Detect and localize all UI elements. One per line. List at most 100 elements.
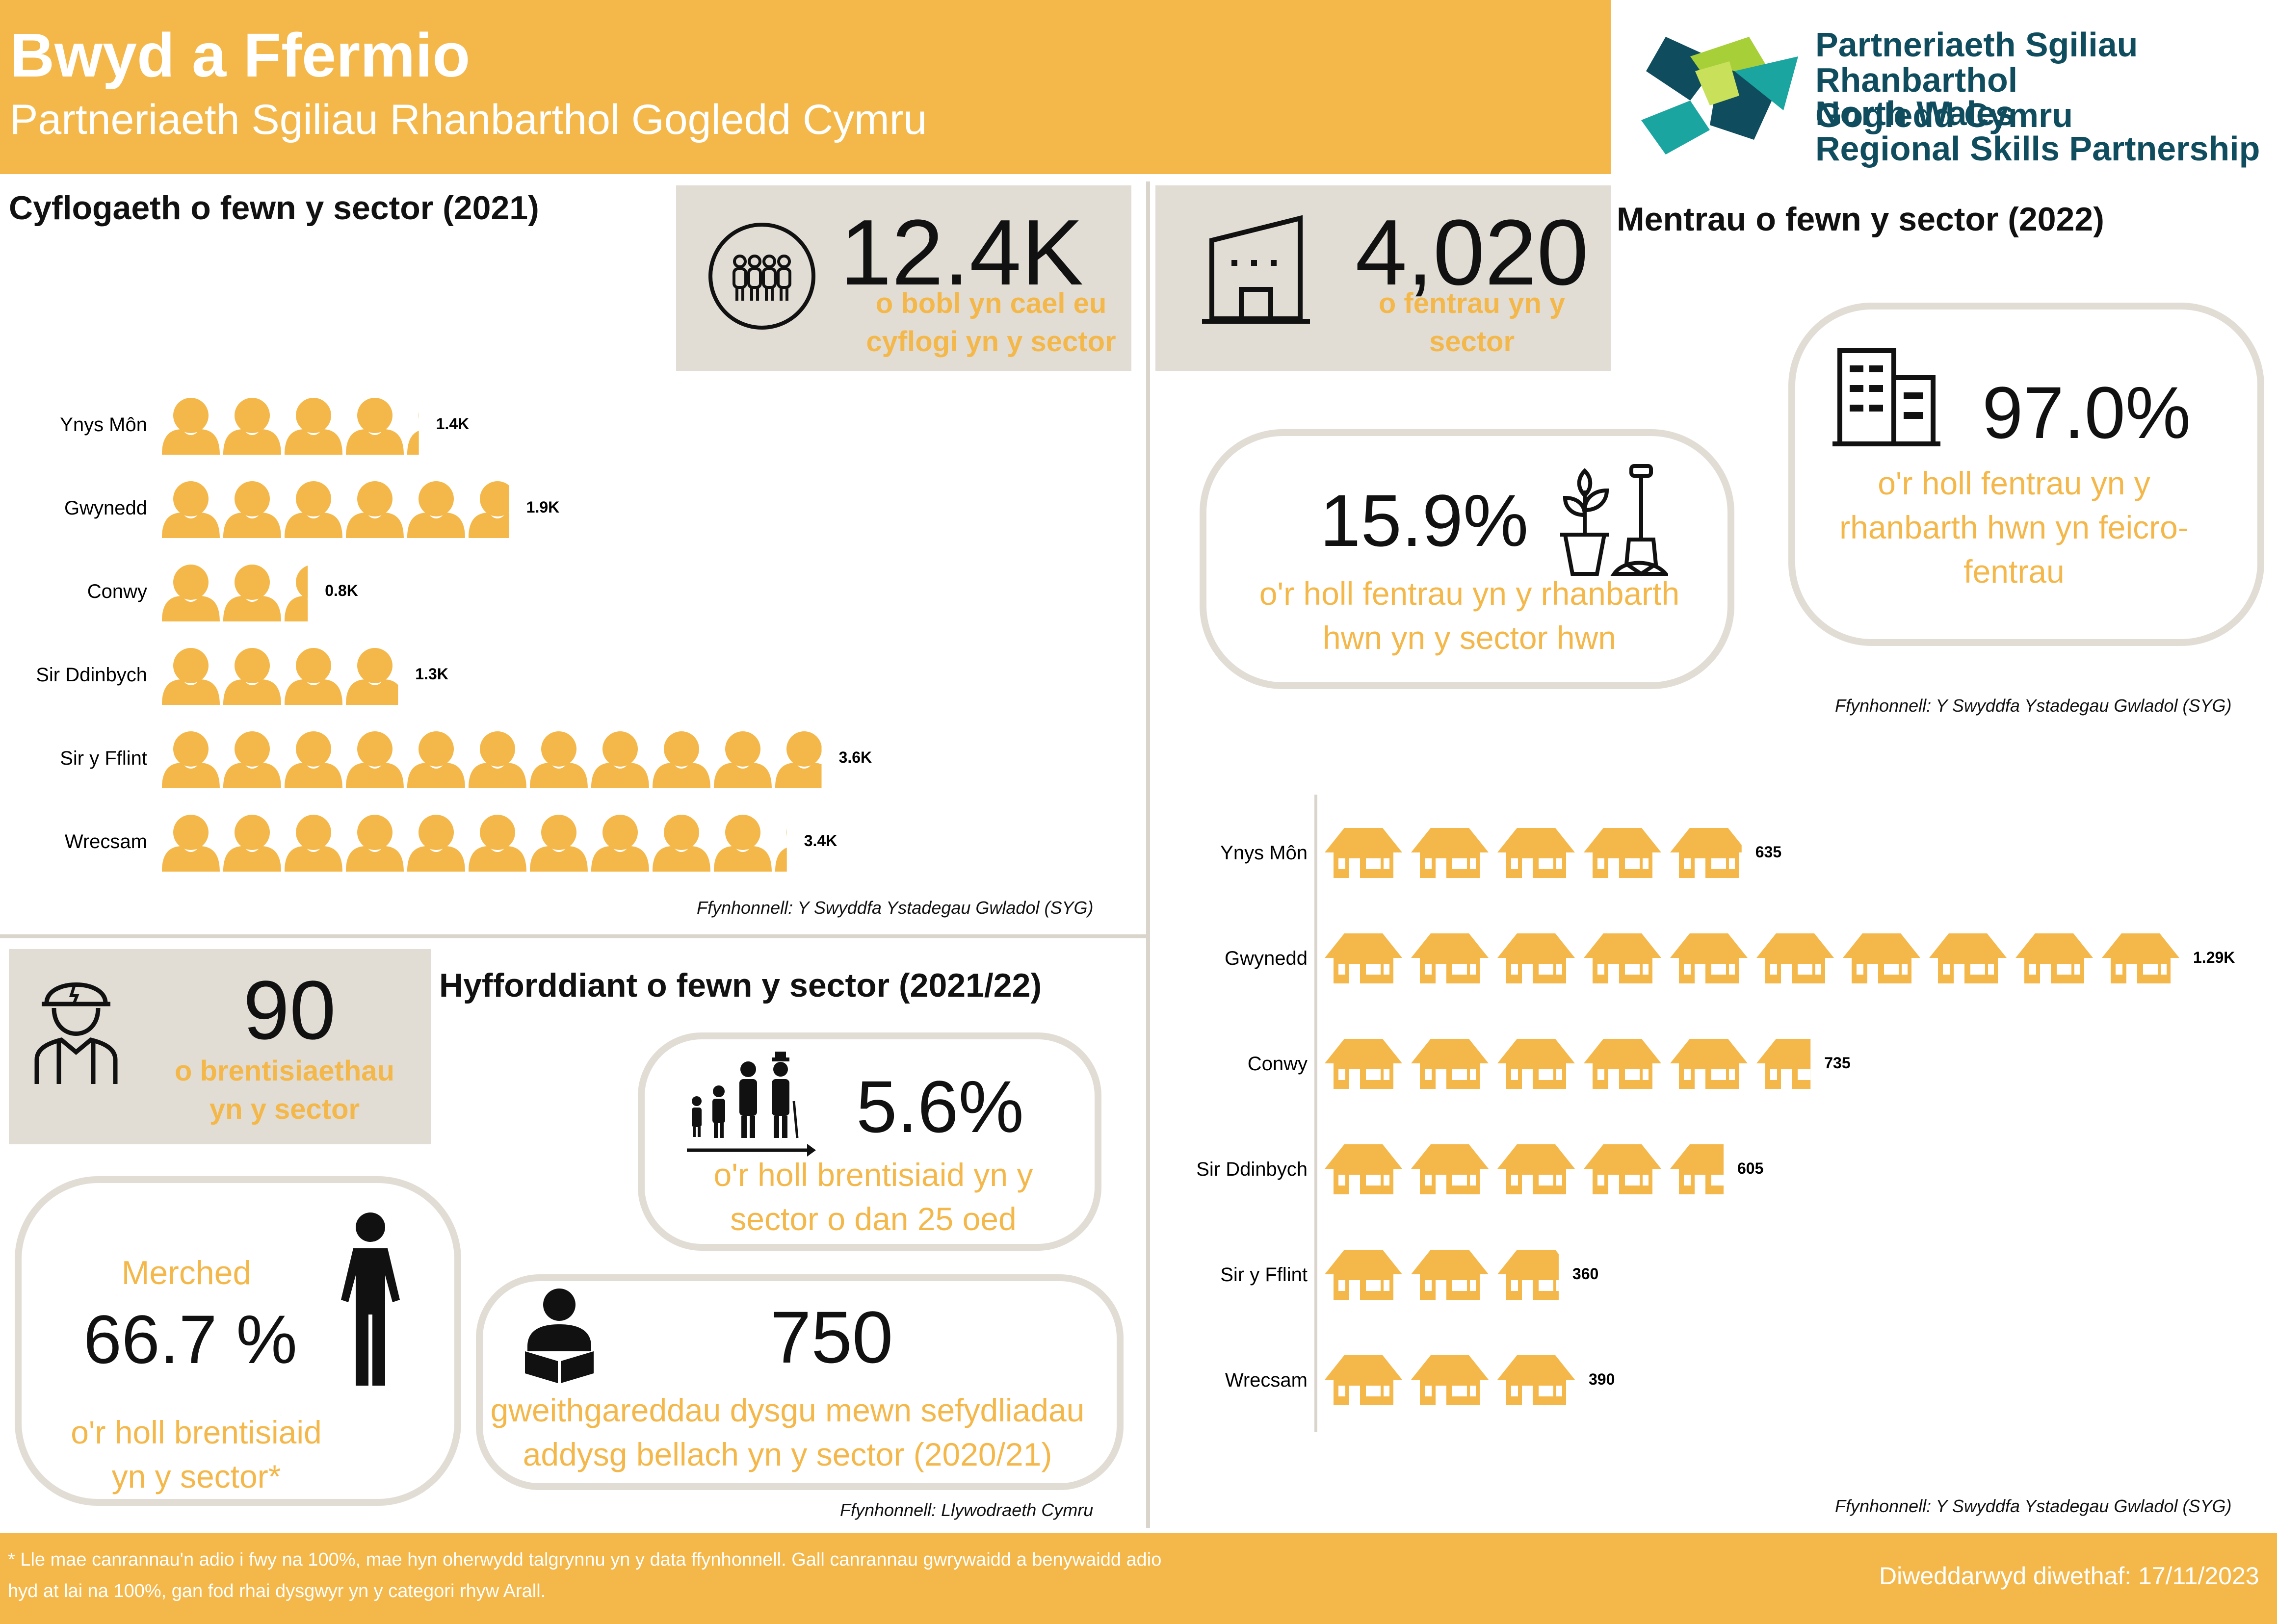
under25-caption: o'r holl brentisiaid yn y sector o dan 2… (713, 1157, 1033, 1237)
apprenticeships-value: 90 (243, 964, 336, 1057)
apprenticeships-caption: o brentisiaethau yn y sector (175, 1055, 394, 1125)
enterprise-row-label: Sir y Fflint (1220, 1264, 1308, 1286)
page-title: Bwyd a Ffermio (10, 21, 471, 90)
vertical-divider (1146, 181, 1150, 1528)
female-value: 66.7 % (83, 1301, 297, 1378)
house-icon (2015, 933, 2093, 983)
employment-value-label: 1.3K (415, 665, 448, 683)
rsp-logo-icon (1641, 37, 1798, 155)
under25-box (638, 1032, 1101, 1251)
micro-enterprise-caption: o'r holl fentrau yn y rhanbarth hwn yn f… (1839, 465, 2189, 590)
header-banner (0, 0, 1611, 174)
enterprise-value-label: 360 (1572, 1265, 1598, 1283)
person-icon (653, 731, 710, 788)
reading-person-icon (525, 1289, 594, 1383)
employment-value-label: 3.6K (839, 748, 872, 766)
person-icon (223, 398, 281, 455)
female-caption: o'r holl brentisiaid yn y sector* (71, 1414, 322, 1495)
fe-caption: gweithgareddau dysgu mewn sefydliadau ad… (490, 1392, 1085, 1472)
person-icon (223, 481, 281, 538)
person-icon (775, 828, 787, 872)
house-icon (1411, 933, 1489, 983)
female-box (15, 1176, 461, 1506)
enterprise-share-box (1200, 429, 1734, 689)
person-icon (285, 481, 342, 538)
person-icon (162, 731, 220, 788)
enterprise-value-label: 390 (1589, 1370, 1615, 1388)
employment-total-value: 12.4K (839, 201, 1084, 305)
enterprise-source-bottom: Ffynhonnell: Y Swyddfa Ystadegau Gwladol… (1835, 1496, 2232, 1516)
training-source: Ffynhonnell: Llywodraeth Cymru (840, 1500, 1094, 1520)
person-icon (285, 565, 308, 621)
employment-row-label: Sir Ddinbych (36, 664, 147, 686)
house-icon (1670, 933, 1748, 983)
enterprise-row-label: Sir Ddinbych (1196, 1159, 1308, 1180)
house-icon (1325, 828, 1402, 878)
house-icon (1325, 933, 1402, 983)
person-icon (285, 731, 342, 788)
person-icon (223, 648, 281, 705)
house-icon (1584, 933, 1661, 983)
enterprise-share-value: 15.9% (1320, 479, 1529, 562)
person-icon (346, 481, 404, 538)
logo-text-welsh: Partneriaeth Sgiliau Rhanbarthol Gogledd… (1815, 27, 2277, 133)
house-icon (1411, 1039, 1489, 1089)
plant-spade-icon (1560, 464, 1668, 576)
employment-row-label: Wrecsam (65, 831, 147, 852)
under25-value: 5.6% (856, 1065, 1024, 1148)
person-icon (591, 731, 649, 788)
house-icon (1497, 933, 1575, 983)
house-icon (1325, 1144, 1402, 1194)
person-icon (162, 815, 220, 872)
last-updated: Diweddarwyd diwethaf: 17/11/2023 (1879, 1562, 2259, 1590)
person-icon (407, 731, 465, 788)
logo-cy-line1: Partneriaeth Sgiliau Rhanbarthol (1815, 26, 2138, 99)
person-icon (653, 815, 710, 872)
enterprise-value-label: 635 (1755, 843, 1781, 861)
person-icon (162, 481, 220, 538)
person-icon (346, 815, 404, 872)
person-icon (346, 648, 398, 705)
person-icon (469, 731, 526, 788)
enterprise-title: Mentrau o fewn y sector (2022) (1617, 201, 2104, 238)
enterprise-total-caption: o fentrau yn y sector (1378, 287, 1566, 358)
female-icon (341, 1212, 400, 1386)
fe-box (476, 1274, 1124, 1490)
footnote: * Lle mae canrannau'n adio i fwy na 100%… (8, 1549, 1162, 1601)
person-icon (407, 412, 419, 455)
person-icon (714, 731, 772, 788)
enterprise-total-box (1155, 185, 1611, 371)
employment-value-label: 1.9K (526, 498, 560, 516)
micro-enterprise-box (1788, 303, 2264, 646)
enterprise-row-label: Gwynedd (1225, 948, 1308, 969)
logo-text-english: North Wales Regional Skills Partnership (1815, 96, 2260, 166)
logo-cy-line2: Gogledd Cymru (1815, 96, 2073, 134)
enterprise-value-label: 735 (1824, 1054, 1850, 1072)
person-icon (223, 565, 281, 621)
house-icon (1497, 1144, 1575, 1194)
house-icon (1929, 933, 2007, 983)
person-icon (346, 731, 404, 788)
house-icon (1756, 933, 1834, 983)
logo-en-line2: Regional Skills Partnership (1815, 129, 2260, 168)
house-icon (1325, 1039, 1402, 1089)
house-icon (1584, 1039, 1661, 1089)
enterprise-pictogram-chart: Ynys Môn 635 Gwynedd 1.29K Conwy 735 Sir Ddinb… (1196, 795, 2235, 1432)
house-icon (1670, 1039, 1748, 1089)
enterprise-share-caption: o'r holl fentrau yn y rhanbarth hwn yn y… (1259, 575, 1680, 656)
house-icon (1497, 1250, 1559, 1300)
house-icon (2102, 933, 2179, 983)
person-icon (407, 815, 465, 872)
employment-row-label: Ynys Môn (60, 414, 147, 436)
person-icon (591, 815, 649, 872)
person-icon (162, 398, 220, 455)
person-icon (469, 815, 526, 872)
micro-enterprise-value: 97.0% (1982, 371, 2191, 454)
person-icon (223, 731, 281, 788)
house-icon (1497, 828, 1575, 878)
employment-value-label: 0.8K (325, 582, 358, 599)
employment-source: Ffynhonnell: Y Swyddfa Ystadegau Gwladol… (697, 898, 1094, 918)
employment-value-label: 3.4K (804, 832, 838, 850)
house-icon (1325, 1355, 1402, 1405)
building-icon (1202, 215, 1310, 324)
